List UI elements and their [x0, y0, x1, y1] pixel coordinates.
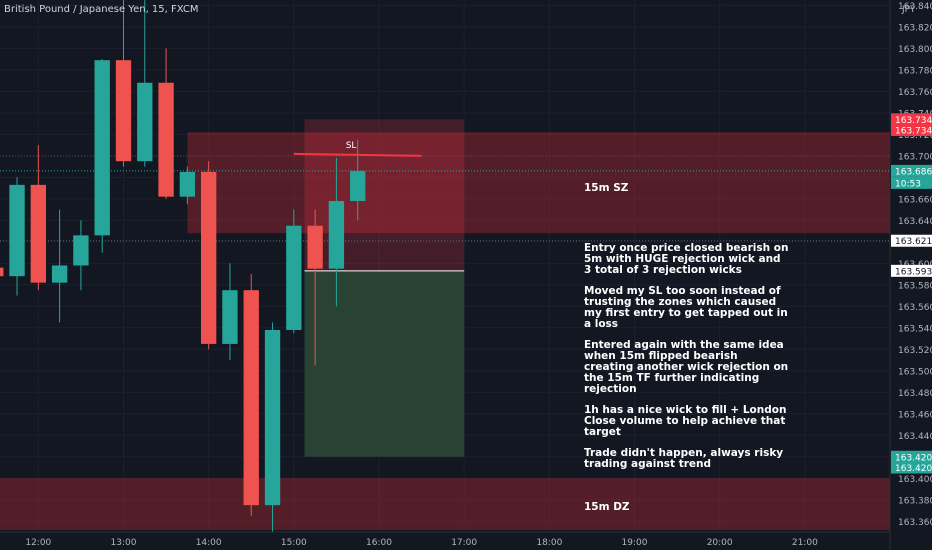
supply-zone [187, 132, 891, 234]
price-tick-label: 163.700 [898, 152, 932, 162]
candle-body [0, 267, 4, 277]
price-tick-label: 163.600 [898, 260, 932, 270]
time-tick-label: 19:00 [622, 538, 648, 548]
price-badge-label: 163.686 [895, 167, 932, 177]
price-tick-label: 163.800 [898, 45, 932, 55]
countdown-badge [891, 176, 932, 189]
price-badge-label: 163.420 [895, 453, 932, 463]
price-tick-label: 163.400 [898, 475, 932, 485]
note-second-entry: Entered again with the same idea when 15… [584, 339, 789, 395]
time-tick-label: 17:00 [451, 538, 477, 548]
price-tick-label: 163.520 [898, 346, 932, 356]
candle-body [222, 290, 238, 344]
time-tick-label: 20:00 [707, 538, 733, 548]
time-tick-label: 13:00 [111, 538, 137, 548]
note-target: 1h has a nice wick to fill + London Clos… [584, 404, 787, 438]
price-badge [891, 234, 932, 247]
price-badge [891, 450, 932, 463]
price-tick-label: 163.440 [898, 432, 932, 442]
candle-body [286, 225, 302, 330]
price-badge [891, 461, 932, 474]
candle-body [51, 265, 68, 283]
price-tick-label: 163.380 [898, 496, 932, 506]
demand-zone-label: 15m DZ [584, 501, 630, 513]
stop-loss-area [304, 119, 465, 271]
time-tick-label: 16:00 [366, 538, 392, 548]
candle-body [179, 171, 196, 197]
price-tick-label: 163.640 [898, 217, 932, 227]
price-tick-label: 163.840 [898, 2, 932, 12]
countdown-label: 10:53 [895, 179, 921, 189]
stop-loss-label: SL [346, 141, 357, 151]
price-badge [891, 264, 932, 277]
trade-notes: Entry once price closed bearish on 5m wi… [584, 243, 789, 480]
price-tick-label: 163.760 [898, 88, 932, 98]
stop-loss-line [293, 152, 422, 157]
supply-zone-label: 15m SZ [584, 182, 629, 194]
price-tick-label: 163.500 [898, 367, 932, 377]
candle-body [200, 171, 217, 344]
candle-body [350, 170, 366, 201]
currency-label: JPY [901, 5, 916, 15]
price-tick-label: 163.780 [898, 66, 932, 76]
candle-body [158, 82, 174, 197]
price-tick-label: 163.660 [898, 195, 932, 205]
price-tick-label: 163.540 [898, 324, 932, 334]
price-badge [891, 113, 932, 126]
time-tick-label: 21:00 [792, 538, 818, 548]
price-tick-label: 163.480 [898, 389, 932, 399]
candle-body [115, 60, 132, 162]
price-tick-label: 163.580 [898, 281, 932, 291]
candle-body [307, 225, 323, 269]
symbol-title: British Pound / Japanese Yen, 15, FXCM [4, 4, 199, 15]
candle-body [243, 290, 259, 506]
price-tick-label: 163.560 [898, 303, 932, 313]
candle-body [9, 184, 25, 277]
candle-body [94, 60, 110, 236]
price-tick-label: 163.360 [898, 518, 932, 528]
time-tick-label: 12:00 [25, 538, 51, 548]
candle-body [264, 329, 281, 506]
note-entry: Entry once price closed bearish on 5m wi… [584, 242, 789, 276]
price-badge-label: 163.734 [895, 116, 932, 126]
time-tick-label: 18:00 [536, 538, 562, 548]
price-badge-label: 163.734 [895, 127, 932, 137]
note-stop-loss: Moved my SL too soon instead of trusting… [584, 285, 788, 330]
price-badge-label: 163.593 [895, 267, 932, 277]
demand-zone [0, 478, 890, 530]
price-badge [891, 164, 932, 177]
time-tick-label: 15:00 [281, 538, 307, 548]
price-badge-label: 163.420 [895, 464, 932, 474]
time-tick-label: 14:00 [196, 538, 222, 548]
price-badge-label: 163.621 [895, 237, 932, 247]
price-tick-label: 163.820 [898, 23, 932, 33]
candle-body [137, 82, 153, 162]
take-profit-area [304, 270, 465, 457]
candle-body [328, 200, 345, 269]
price-badge [891, 124, 932, 137]
price-tick-label: 163.460 [898, 410, 932, 420]
candle-body [30, 184, 46, 283]
candle-body [73, 235, 89, 266]
note-outcome: Trade didn't happen, always risky tradin… [584, 447, 784, 470]
